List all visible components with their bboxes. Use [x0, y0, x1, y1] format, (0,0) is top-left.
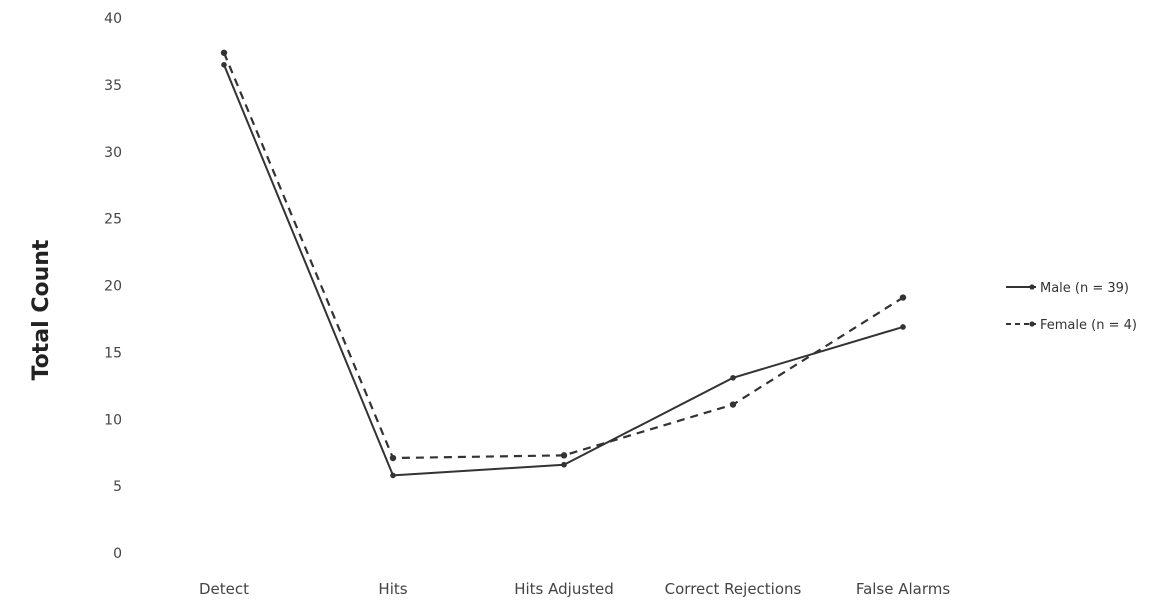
legend: Male (n = 39) Female (n = 4): [1006, 281, 1137, 333]
data-point: [730, 374, 736, 381]
legend-label: Female (n = 4): [1040, 318, 1137, 333]
data-point: [729, 401, 737, 408]
series-line: [222, 52, 904, 460]
series-male: [221, 62, 906, 479]
y-axis-ticks: 0 5 10 15 20 25 30 35 40: [104, 11, 122, 562]
y-tick-label: 5: [113, 479, 122, 495]
y-tick-label: 10: [104, 412, 122, 428]
data-point: [560, 452, 568, 459]
x-axis-categories: Detect Hits Hits Adjusted Correct Rejection…: [199, 580, 950, 598]
y-axis-label: Total Count: [29, 239, 54, 380]
series-lines: [220, 49, 907, 479]
data-point: [220, 49, 228, 56]
y-tick-label: 25: [104, 212, 122, 228]
x-category-label: Hits Adjusted: [514, 580, 614, 598]
data-point: [390, 472, 396, 479]
y-tick-label: 30: [104, 145, 122, 161]
x-category-label: Hits: [378, 580, 407, 598]
x-category-label: Detect: [199, 580, 249, 598]
series-line: [223, 64, 904, 477]
series-female: [220, 49, 907, 462]
data-point: [561, 461, 567, 468]
data-point: [899, 294, 907, 301]
data-point: [900, 324, 906, 330]
y-tick-label: 40: [104, 11, 122, 27]
y-tick-label: 0: [113, 546, 122, 562]
data-point: [389, 454, 397, 462]
y-tick-label: 15: [104, 345, 122, 361]
y-tick-label: 35: [104, 78, 122, 94]
legend-marker: [1029, 321, 1035, 327]
x-category-label: Correct Rejections: [665, 580, 802, 598]
y-tick-label: 20: [104, 279, 122, 295]
x-category-label: False Alarms: [856, 580, 951, 598]
legend-marker: [1029, 284, 1035, 290]
legend-label: Male (n = 39): [1040, 281, 1129, 296]
data-point: [221, 62, 227, 68]
